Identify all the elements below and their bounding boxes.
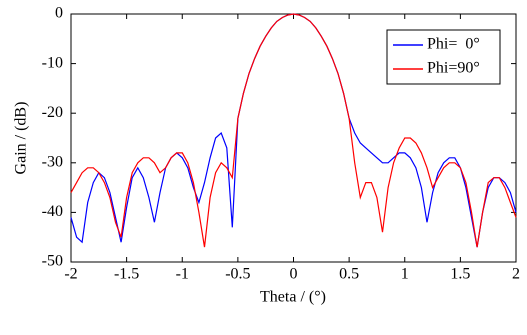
x-tick-label: -0.5 xyxy=(225,266,250,283)
y-tick-label: 0 xyxy=(55,5,63,22)
x-tick-label: -2 xyxy=(64,266,77,283)
y-tick-label: -20 xyxy=(42,104,63,121)
x-tick-label: -1 xyxy=(176,266,189,283)
x-tick-label: 2 xyxy=(512,266,520,283)
y-tick-label: -40 xyxy=(42,203,63,220)
x-tick-label: 0 xyxy=(290,266,298,283)
legend-box xyxy=(386,29,501,85)
x-tick-label: 1.5 xyxy=(450,266,470,283)
y-axis-label: Gain / (dB) xyxy=(13,102,30,175)
y-tick-label: -10 xyxy=(42,54,63,71)
x-tick-label: -1.5 xyxy=(114,266,139,283)
x-tick-label: 0.5 xyxy=(339,266,359,283)
legend-label: Phi=90° xyxy=(427,60,480,77)
legend-label: Phi= 0° xyxy=(427,36,480,53)
series-line xyxy=(70,13,517,248)
y-tick-label: -50 xyxy=(42,253,63,270)
y-tick-label: -30 xyxy=(42,153,63,170)
x-axis-label: Theta / (°) xyxy=(260,289,326,306)
x-tick-label: 1 xyxy=(401,266,409,283)
